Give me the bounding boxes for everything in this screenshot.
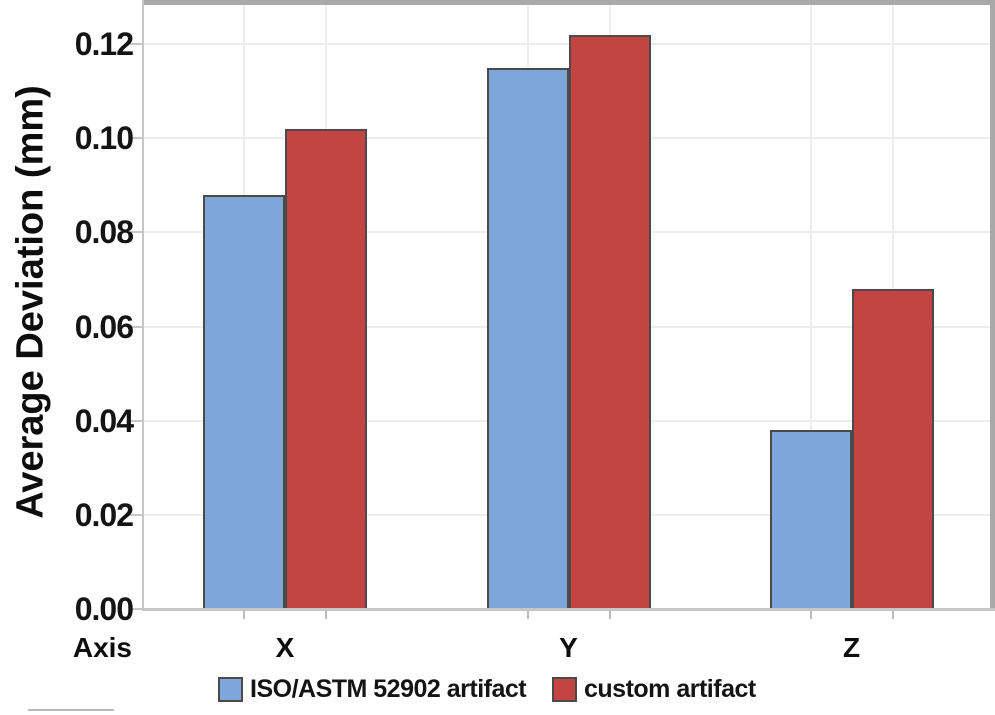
x-tick-label-y: Y [559, 632, 578, 663]
y-axis-tick [130, 513, 142, 516]
y-axis-tick [130, 419, 142, 422]
x-tick-label-x: X [275, 632, 295, 663]
y-axis-tick [130, 608, 142, 610]
y-axis-tick [130, 137, 142, 140]
y-tick-label: 0.00 [74, 591, 134, 627]
y-tick-label: 0.12 [74, 26, 134, 62]
plot-border-right [990, 0, 995, 611]
bar-z-iso [769, 430, 852, 609]
x-axis-line [142, 608, 995, 611]
x-axis-tick [325, 611, 327, 619]
x-axis-tick [526, 611, 529, 619]
y-axis-tick [130, 325, 142, 328]
legend-swatch-custom [552, 677, 577, 702]
bar-y-iso [486, 67, 569, 609]
bar-z-custom [851, 288, 934, 609]
bar-x-custom [285, 128, 367, 609]
vertical-gridline [809, 5, 812, 609]
cropped-text-artifact [28, 709, 114, 711]
y-tick-label: 0.02 [74, 496, 134, 533]
x-axis-tick [891, 611, 894, 619]
legend-label-iso: ISO/ASTM 52902 artifact [250, 675, 527, 703]
y-axis-line [142, 0, 144, 609]
y-tick-label: 0.06 [74, 308, 134, 345]
plot-border-top [143, 0, 995, 5]
bar-y-custom [568, 34, 651, 609]
x-axis-tick [809, 611, 812, 619]
y-tick-label: 0.08 [74, 214, 134, 251]
legend-label-custom: custom artifact [584, 675, 756, 703]
y-tick-label: 0.04 [74, 402, 134, 439]
bar-x-iso [203, 194, 285, 609]
x-axis-tick [243, 611, 245, 619]
x-axis-tick [608, 611, 611, 619]
y-axis-tick [130, 43, 142, 45]
y-tick-label: 0.10 [74, 120, 134, 157]
x-tick-label-z: Z [842, 632, 861, 663]
legend-swatch-iso [218, 677, 243, 702]
y-axis-tick [130, 231, 142, 234]
horizontal-gridline [144, 43, 990, 45]
x-axis-label: Axis [72, 632, 132, 663]
